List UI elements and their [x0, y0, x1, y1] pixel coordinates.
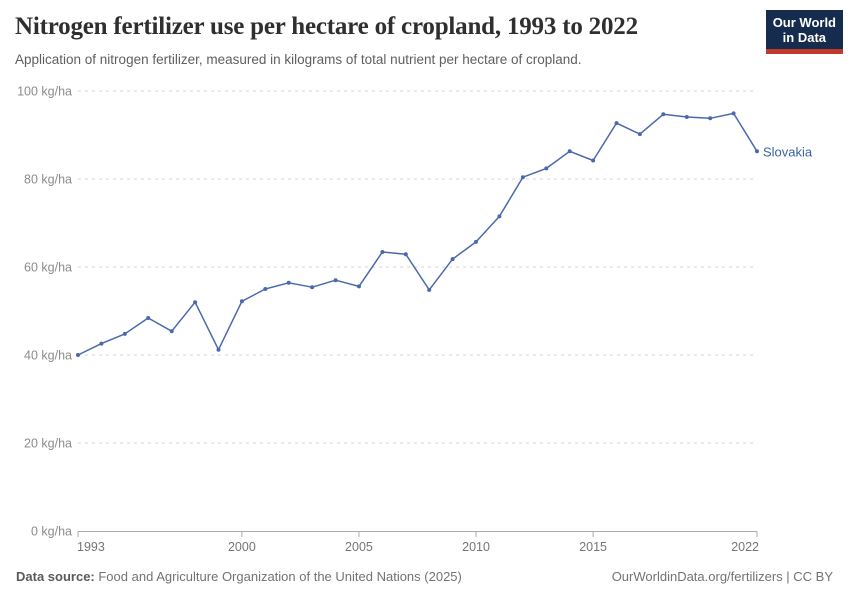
- data-point[interactable]: [684, 115, 689, 119]
- data-point[interactable]: [427, 287, 432, 292]
- data-point[interactable]: [286, 280, 291, 285]
- x-tick-label: 2005: [345, 540, 373, 554]
- data-point[interactable]: [146, 316, 151, 320]
- data-point[interactable]: [567, 149, 572, 154]
- data-point[interactable]: [216, 347, 221, 352]
- chart-footer: Data source: Food and Agriculture Organi…: [16, 569, 833, 584]
- data-point[interactable]: [591, 158, 596, 163]
- data-point[interactable]: [637, 132, 642, 137]
- data-point[interactable]: [661, 112, 666, 117]
- data-point[interactable]: [497, 214, 502, 219]
- data-point[interactable]: [333, 278, 338, 283]
- x-tick-label: 2010: [462, 540, 490, 554]
- data-point[interactable]: [310, 285, 315, 290]
- data-point[interactable]: [450, 257, 455, 262]
- owid-logo-line2: in Data: [782, 30, 827, 45]
- y-tick-label: 80 kg/ha: [24, 173, 72, 187]
- data-point[interactable]: [544, 166, 549, 171]
- data-point[interactable]: [193, 300, 198, 305]
- y-tick-label: 20 kg/ha: [24, 437, 72, 451]
- data-point[interactable]: [755, 149, 759, 154]
- data-point[interactable]: [76, 353, 80, 357]
- series-end-label: Slovakia: [763, 144, 813, 159]
- x-tick-label: 2022: [731, 540, 759, 554]
- data-point[interactable]: [99, 341, 104, 346]
- chart-title: Nitrogen fertilizer use per hectare of c…: [15, 13, 638, 40]
- data-point[interactable]: [403, 252, 408, 257]
- data-line[interactable]: [77, 112, 758, 356]
- data-point[interactable]: [239, 299, 244, 304]
- x-tick-label: 2000: [228, 540, 256, 554]
- chart-subtitle: Application of nitrogen fertilizer, meas…: [15, 52, 582, 67]
- y-tick-label: 0 kg/ha: [31, 525, 72, 539]
- data-point[interactable]: [520, 175, 525, 180]
- data-point[interactable]: [614, 121, 619, 126]
- data-point[interactable]: [708, 116, 713, 121]
- y-tick-label: 40 kg/ha: [24, 349, 72, 363]
- x-tick-label: 1993: [77, 540, 105, 554]
- data-source-label: Data source:: [16, 569, 95, 584]
- owid-logo[interactable]: Our World in Data: [765, 10, 843, 54]
- data-source-text: Food and Agriculture Organization of the…: [94, 569, 462, 584]
- y-tick-label: 60 kg/ha: [24, 261, 72, 275]
- data-point[interactable]: [263, 287, 268, 291]
- x-tick-label: 2015: [579, 540, 607, 554]
- data-source-note: Data source: Food and Agriculture Organi…: [16, 569, 462, 584]
- data-point[interactable]: [474, 239, 478, 244]
- data-point[interactable]: [380, 250, 385, 254]
- data-point[interactable]: [357, 284, 361, 289]
- data-point[interactable]: [731, 111, 736, 116]
- y-tick-label: 100 kg/ha: [17, 85, 72, 99]
- owid-url-license-link[interactable]: OurWorldinData.org/fertilizers | CC BY: [611, 569, 833, 584]
- owid-logo-line1: Our World: [772, 15, 836, 30]
- data-point[interactable]: [122, 331, 127, 336]
- data-point[interactable]: [169, 329, 174, 334]
